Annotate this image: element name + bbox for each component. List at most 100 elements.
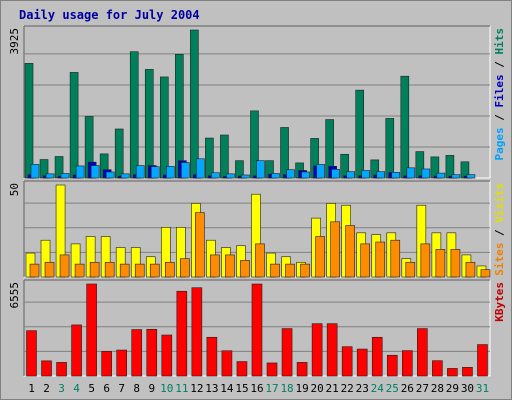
bar-pages-day-25	[391, 172, 401, 179]
bar-sites-day-26	[405, 261, 416, 278]
bar-pages-day-18	[286, 169, 295, 179]
bar-hits-day-11	[175, 54, 184, 179]
bar-sites-day-13	[210, 254, 220, 278]
bar-sites-day-21	[330, 221, 340, 278]
bar-kbytes-day-22	[341, 346, 353, 377]
bar-sites-day-8	[134, 263, 145, 278]
bar-pages-day-1	[30, 164, 40, 179]
bar-pages-day-30	[466, 174, 476, 179]
bar-kbytes-day-15	[236, 361, 248, 377]
bar-sites-day-30	[465, 261, 476, 278]
bar-pages-day-14	[226, 173, 235, 179]
bar-kbytes-day-16	[251, 283, 263, 377]
bar-kbytes-day-24	[371, 336, 383, 377]
x-tick-label-day-10: 10	[160, 382, 173, 395]
x-tick-label-day-8: 8	[133, 382, 140, 395]
chart-title: Daily usage for July 2004	[19, 8, 200, 22]
x-tick-label-day-19: 19	[295, 382, 308, 395]
panel-series-legend: KBytes	[493, 282, 506, 322]
bar-pages-day-9	[150, 166, 160, 179]
bar-sites-day-7	[119, 263, 130, 278]
bar-pages-day-17	[271, 173, 280, 179]
bar-kbytes-day-19	[296, 362, 308, 377]
bar-kbytes-day-30	[462, 366, 473, 377]
bar-pages-day-20	[316, 164, 325, 179]
x-tick-label-day-25: 25	[386, 382, 399, 395]
legend-part: KBytes	[493, 282, 506, 322]
bar-kbytes-day-25	[386, 354, 398, 377]
bar-sites-day-20	[315, 236, 325, 278]
bar-sites-day-14	[225, 254, 235, 278]
bar-sites-day-4	[74, 263, 85, 278]
bar-kbytes-day-17	[266, 362, 278, 377]
bar-sites-day-9	[149, 263, 160, 278]
legend-part: Pages	[493, 127, 506, 160]
bar-pages-day-24	[376, 171, 386, 179]
x-tick-label-day-21: 21	[326, 382, 339, 395]
bar-kbytes-day-27	[417, 328, 428, 377]
bar-pages-day-21	[331, 169, 340, 179]
bar-pages-day-27	[421, 168, 431, 179]
bar-sites-day-10	[164, 261, 175, 278]
bar-kbytes-day-21	[326, 323, 338, 377]
panel-max-label: 3925	[8, 28, 21, 55]
x-tick-label-day-23: 23	[356, 382, 369, 395]
bar-sites-day-29	[450, 249, 461, 278]
x-tick-label-day-3: 3	[58, 382, 65, 395]
bar-pages-day-26	[406, 167, 416, 179]
x-tick-label-day-9: 9	[148, 382, 155, 395]
x-tick-label-day-16: 16	[250, 382, 263, 395]
bar-hits-day-14	[220, 134, 229, 179]
legend-part: Files	[493, 74, 506, 107]
legend-part: Hits	[493, 28, 506, 55]
bar-kbytes-day-7	[116, 349, 127, 377]
bar-kbytes-day-2	[41, 360, 52, 377]
bar-sites-day-27	[420, 243, 431, 278]
bar-sites-day-12	[195, 212, 205, 278]
x-tick-label-day-24: 24	[371, 382, 385, 395]
bar-hits-day-7	[114, 128, 124, 179]
bar-pages-day-5	[90, 165, 100, 179]
x-tick-label-day-30: 30	[461, 382, 474, 395]
bar-sites-day-11	[180, 258, 190, 278]
x-tick-label-day-6: 6	[103, 382, 110, 395]
panel-max-label: 50	[8, 183, 21, 196]
bar-pages-day-23	[361, 170, 371, 179]
bar-kbytes-day-29	[447, 368, 458, 377]
x-tick-label-day-22: 22	[341, 382, 354, 395]
bar-sites-day-5	[89, 261, 100, 278]
panel-series-legend: Sites / Visits	[493, 183, 506, 276]
x-tick-label-day-28: 28	[431, 382, 444, 395]
x-tick-label-day-18: 18	[280, 382, 293, 395]
legend-part: Sites	[493, 243, 506, 276]
bar-hits-day-9	[144, 69, 154, 179]
bar-sites-day-24	[375, 241, 386, 278]
panel-series-legend: Pages / Files / Hits	[493, 28, 506, 161]
bar-kbytes-day-20	[311, 323, 323, 377]
bar-pages-day-6	[105, 171, 115, 179]
panel-bottom: 6555 KBytes	[8, 279, 506, 377]
bar-pages-day-28	[436, 172, 446, 179]
chart-panels: 3925 Pages / Files / Hits 50 Sites / Visits…	[8, 25, 506, 377]
bar-sites-day-3	[59, 254, 70, 278]
bar-pages-day-12	[196, 158, 205, 179]
x-tick-label-day-17: 17	[265, 382, 278, 395]
bar-kbytes-day-8	[131, 329, 143, 377]
bar-kbytes-day-13	[206, 336, 218, 377]
bar-kbytes-day-18	[281, 328, 293, 377]
x-tick-label-day-14: 14	[220, 382, 234, 395]
bar-pages-day-16	[256, 160, 265, 179]
bar-hits-day-4	[69, 72, 79, 179]
bar-kbytes-day-4	[71, 324, 82, 377]
bar-pages-day-8	[135, 165, 145, 179]
bar-kbytes-day-23	[356, 348, 368, 377]
bar-sites-day-25	[390, 239, 401, 278]
bar-kbytes-day-10	[161, 334, 173, 377]
bar-pages-day-13	[211, 172, 220, 179]
legend-part: Visits	[493, 183, 506, 223]
bar-kbytes-day-14	[221, 350, 233, 377]
bar-pages-day-22	[346, 171, 355, 179]
bar-kbytes-day-3	[56, 362, 67, 377]
x-tick-label-day-15: 15	[235, 382, 248, 395]
